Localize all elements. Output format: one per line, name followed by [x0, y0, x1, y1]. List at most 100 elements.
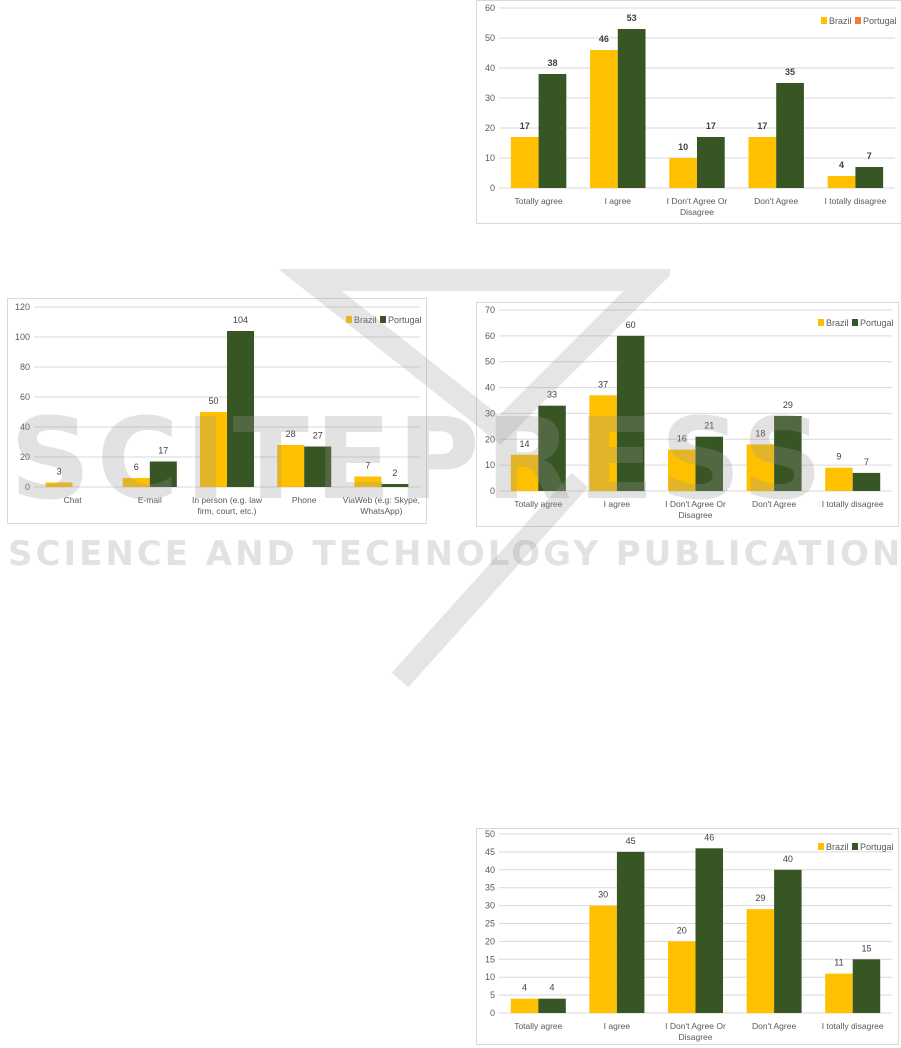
data-label: 17 — [520, 121, 530, 131]
data-label: 4 — [522, 983, 527, 993]
x-tick-label-line: Totally agree — [514, 196, 562, 206]
data-label: 20 — [677, 925, 687, 935]
bar-brazil — [748, 137, 777, 188]
bar-brazil — [199, 412, 227, 487]
y-tick-label: 5 — [490, 990, 495, 1000]
y-tick-label: 20 — [20, 452, 30, 462]
x-tick-label-line: Phone — [292, 495, 317, 505]
y-tick-label: 80 — [20, 362, 30, 372]
x-tick-label: Totally agree — [514, 196, 562, 206]
chart-agreement-1: 0 10 20 30 40 50 60 Totally agree 17 38 I agree 46 5… — [476, 0, 901, 224]
legend-swatch-brazil — [821, 17, 827, 24]
y-tick-label: 30 — [485, 93, 495, 103]
y-tick-label: 0 — [490, 486, 495, 496]
x-tick-label-line: ViaWeb (e.g: Skype, — [343, 495, 420, 505]
x-tick-label: I agree — [604, 1021, 631, 1031]
data-label: 11 — [834, 958, 843, 968]
x-tick-label: I Don't Agree Or Disagree — [667, 196, 728, 217]
bar-portugal — [852, 472, 881, 491]
bar-brazil — [510, 137, 539, 188]
legend-swatch-brazil — [346, 316, 352, 323]
bar-portugal — [616, 851, 645, 1013]
data-label: 53 — [627, 13, 637, 23]
chart-agreement-3: 0 5 10 15 20 25 30 35 40 45 50 Totally agree 4 4 I agr… — [476, 828, 899, 1045]
data-label: 38 — [547, 58, 557, 68]
x-tick-label: I Don't Agree Or Disagree — [665, 1021, 726, 1042]
bar-portugal — [695, 436, 724, 491]
x-tick-label-line: Disagree — [680, 207, 714, 217]
bar-portugal — [616, 335, 645, 491]
data-label: 104 — [233, 315, 248, 325]
bar-portugal — [381, 484, 409, 487]
y-tick-label: 50 — [485, 33, 495, 43]
bar-brazil — [45, 482, 73, 487]
y-tick-label: 35 — [485, 883, 495, 893]
y-tick-label: 10 — [485, 153, 495, 163]
x-tick-label: Don't Agree — [752, 499, 796, 509]
y-tick-label: 0 — [25, 482, 30, 492]
x-tick-label-line: I agree — [604, 1021, 631, 1031]
bar-portugal — [774, 416, 802, 491]
bar-portugal — [617, 29, 646, 188]
x-tick-label: I totally disagree — [822, 1021, 884, 1031]
x-tick-label-line: I Don't Agree Or — [667, 196, 728, 206]
legend-label-portugal: Portugal — [388, 315, 422, 325]
x-tick-label-line: Totally agree — [514, 1021, 562, 1031]
bar-portugal — [538, 74, 567, 188]
y-tick-label: 10 — [485, 460, 495, 470]
y-tick-label: 30 — [485, 408, 495, 418]
legend-label-brazil: Brazil — [826, 318, 849, 328]
data-label: 15 — [861, 943, 871, 953]
bar-portugal — [304, 446, 332, 487]
data-label: 29 — [755, 893, 765, 903]
data-label: 60 — [626, 320, 636, 330]
data-label: 9 — [836, 452, 841, 462]
y-tick-label: 40 — [485, 383, 495, 393]
y-tick-label: 10 — [485, 972, 495, 982]
watermark-subtitle: SCIENCE AND TECHNOLOGY PUBLICATIONS — [8, 534, 901, 574]
x-tick-label-line: In person (e.g. law — [192, 495, 263, 505]
data-label: 14 — [520, 439, 530, 449]
legend-swatch-portugal — [852, 843, 858, 850]
data-label: 4 — [839, 160, 844, 170]
x-tick-label-line: I totally disagree — [824, 196, 886, 206]
data-label: 37 — [598, 379, 608, 389]
bar-portugal — [227, 331, 255, 487]
y-tick-label: 100 — [15, 332, 30, 342]
x-tick-label: Totally agree — [514, 499, 562, 509]
data-label: 7 — [867, 151, 872, 161]
data-label: 33 — [547, 390, 557, 400]
bar-portugal — [538, 998, 566, 1013]
data-label: 28 — [286, 429, 296, 439]
data-label: 17 — [706, 121, 716, 131]
y-tick-label: 60 — [485, 331, 495, 341]
data-label: 46 — [599, 34, 609, 44]
data-label: 29 — [783, 400, 793, 410]
y-tick-label: 40 — [485, 865, 495, 875]
chart-svg: 0 10 20 30 40 50 60 Totally agree 17 38 I agree 46 5… — [485, 3, 897, 217]
data-label: 35 — [785, 67, 795, 77]
bar-portugal — [852, 959, 881, 1013]
data-label: 6 — [134, 462, 139, 472]
x-tick-label-line: E-mail — [138, 495, 162, 505]
bar-portugal — [149, 461, 177, 487]
x-tick-label-line: Chat — [64, 495, 83, 505]
legend-label-brazil: Brazil — [826, 842, 849, 852]
x-tick-label: I totally disagree — [824, 196, 886, 206]
bar-brazil — [667, 449, 696, 491]
legend-swatch-brazil — [818, 843, 824, 850]
data-label: 2 — [392, 468, 397, 478]
y-tick-label: 120 — [15, 302, 30, 312]
legend-swatch-portugal — [855, 17, 861, 24]
y-tick-label: 70 — [485, 305, 495, 315]
bar-brazil — [746, 909, 775, 1013]
bar-portugal — [774, 869, 802, 1013]
data-label: 40 — [783, 854, 793, 864]
data-label: 46 — [704, 832, 714, 842]
x-tick-label: In person (e.g. law firm, court, etc.) — [192, 495, 263, 516]
data-label: 17 — [158, 446, 168, 456]
bar-brazil — [510, 454, 539, 491]
data-label: 27 — [313, 431, 323, 441]
y-tick-label: 20 — [485, 123, 495, 133]
